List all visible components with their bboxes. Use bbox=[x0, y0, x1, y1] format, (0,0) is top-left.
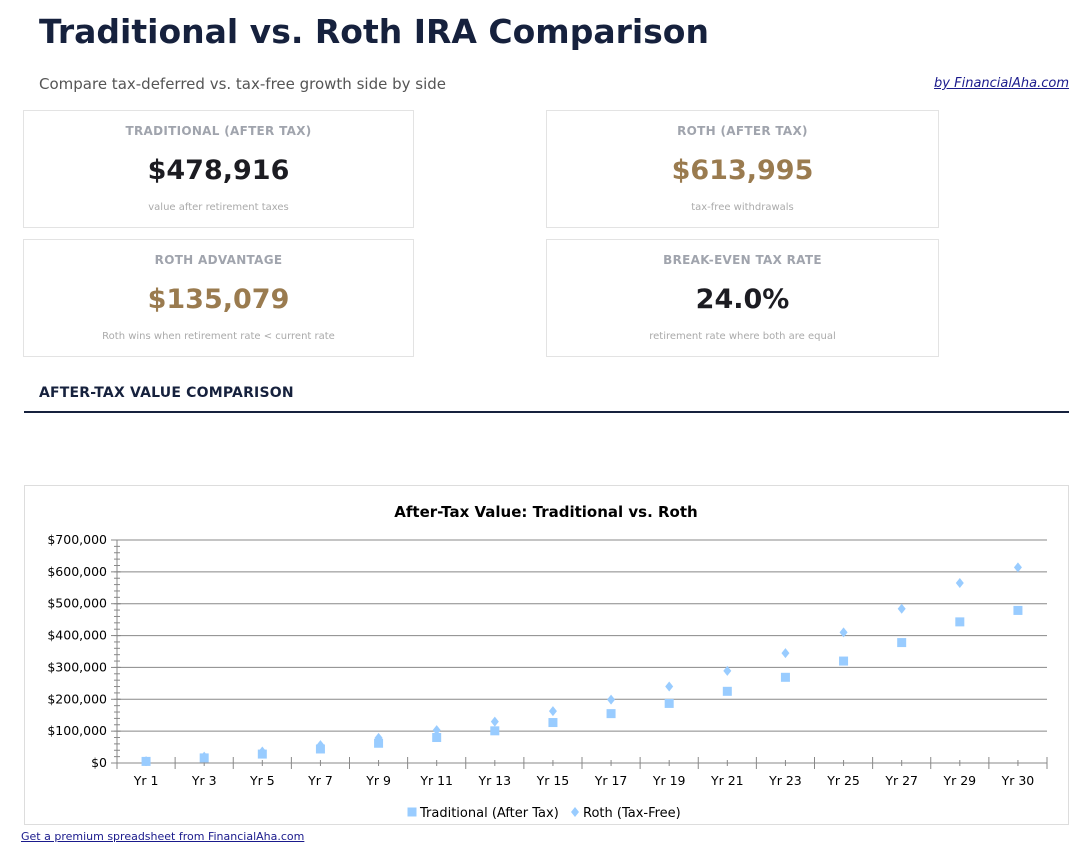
page-subtitle: Compare tax-deferred vs. tax-free growth… bbox=[39, 75, 446, 93]
x-tick-label: Yr 5 bbox=[249, 773, 275, 788]
x-tick-label: Yr 13 bbox=[477, 773, 511, 788]
x-tick-label: Yr 11 bbox=[419, 773, 453, 788]
x-tick-label: Yr 21 bbox=[710, 773, 744, 788]
y-tick-label: $400,000 bbox=[47, 628, 107, 643]
legend-label: Roth (Tax-Free) bbox=[583, 806, 681, 821]
card-value: $135,079 bbox=[147, 284, 290, 315]
premium-spreadsheet-link[interactable]: Get a premium spreadsheet from Financial… bbox=[21, 830, 305, 843]
roth-point bbox=[548, 706, 557, 717]
roth-point bbox=[200, 751, 209, 762]
roth-point bbox=[607, 694, 616, 705]
roth-point bbox=[897, 603, 906, 614]
x-tick-label: Yr 3 bbox=[191, 773, 217, 788]
roth-point bbox=[142, 756, 151, 767]
roth-point bbox=[1013, 562, 1022, 573]
traditional-point bbox=[490, 726, 500, 736]
traditional-point bbox=[722, 686, 732, 696]
x-tick-label: Yr 19 bbox=[652, 773, 686, 788]
chart-container bbox=[24, 485, 1069, 825]
card-break-even: BREAK-EVEN TAX RATE 24.0% retirement rat… bbox=[546, 239, 939, 357]
roth-point bbox=[955, 578, 964, 589]
y-tick-label: $300,000 bbox=[47, 659, 107, 674]
roth-point bbox=[258, 746, 267, 757]
x-tick-label: Yr 7 bbox=[307, 773, 333, 788]
x-tick-label: Yr 9 bbox=[365, 773, 391, 788]
roth-point bbox=[490, 716, 499, 727]
byline-link[interactable]: by FinancialAha.com bbox=[934, 76, 1069, 91]
traditional-point bbox=[606, 709, 616, 719]
x-tick-label: Yr 30 bbox=[1001, 773, 1035, 788]
legend-marker-traditional bbox=[407, 807, 417, 817]
x-tick-label: Yr 23 bbox=[768, 773, 802, 788]
y-tick-label: $700,000 bbox=[47, 532, 107, 547]
legend-marker-roth bbox=[571, 807, 579, 817]
card-value: $613,995 bbox=[671, 155, 814, 186]
y-tick-label: $500,000 bbox=[47, 596, 107, 611]
x-tick-label: Yr 29 bbox=[942, 773, 976, 788]
section-divider bbox=[24, 411, 1069, 413]
section-title: AFTER-TAX VALUE COMPARISON bbox=[39, 385, 294, 401]
card-label: TRADITIONAL (AFTER TAX) bbox=[125, 124, 312, 138]
roth-point bbox=[432, 725, 441, 736]
card-roth-advantage: ROTH ADVANTAGE $135,079 Roth wins when r… bbox=[23, 239, 414, 357]
x-tick-label: Yr 17 bbox=[594, 773, 628, 788]
traditional-point bbox=[839, 656, 849, 666]
card-label: ROTH (AFTER TAX) bbox=[677, 124, 808, 138]
roth-point bbox=[839, 627, 848, 638]
card-value: 24.0% bbox=[695, 284, 790, 315]
y-tick-label: $0 bbox=[91, 755, 107, 770]
card-note: tax-free withdrawals bbox=[691, 202, 794, 213]
card-traditional: TRADITIONAL (AFTER TAX) $478,916 value a… bbox=[23, 110, 414, 228]
roth-point bbox=[781, 648, 790, 659]
x-tick-label: Yr 1 bbox=[133, 773, 159, 788]
chart-title: After-Tax Value: Traditional vs. Roth bbox=[394, 503, 697, 521]
traditional-point bbox=[664, 698, 674, 708]
card-value: $478,916 bbox=[147, 155, 290, 186]
y-tick-label: $600,000 bbox=[47, 564, 107, 579]
card-label: ROTH ADVANTAGE bbox=[154, 253, 283, 267]
card-note: Roth wins when retirement rate < current… bbox=[102, 331, 335, 342]
roth-point bbox=[316, 740, 325, 751]
roth-point bbox=[723, 665, 732, 676]
y-tick-label: $200,000 bbox=[47, 691, 107, 706]
page-title: Traditional vs. Roth IRA Comparison bbox=[39, 12, 709, 51]
roth-point bbox=[374, 732, 383, 743]
traditional-point bbox=[374, 738, 384, 748]
x-tick-label: Yr 15 bbox=[536, 773, 570, 788]
y-tick-label: $100,000 bbox=[47, 723, 107, 738]
traditional-point bbox=[780, 672, 790, 682]
traditional-point bbox=[432, 733, 442, 743]
card-note: value after retirement taxes bbox=[148, 202, 289, 213]
card-label: BREAK-EVEN TAX RATE bbox=[663, 253, 822, 267]
x-tick-label: Yr 27 bbox=[884, 773, 918, 788]
legend-label: Traditional (After Tax) bbox=[419, 806, 559, 821]
roth-point bbox=[665, 681, 674, 692]
card-roth: ROTH (AFTER TAX) $613,995 tax-free withd… bbox=[546, 110, 939, 228]
traditional-point bbox=[548, 718, 558, 728]
x-tick-label: Yr 25 bbox=[826, 773, 860, 788]
traditional-point bbox=[955, 617, 965, 627]
card-note: retirement rate where both are equal bbox=[649, 331, 836, 342]
traditional-point bbox=[1013, 605, 1023, 615]
traditional-point bbox=[897, 638, 907, 648]
